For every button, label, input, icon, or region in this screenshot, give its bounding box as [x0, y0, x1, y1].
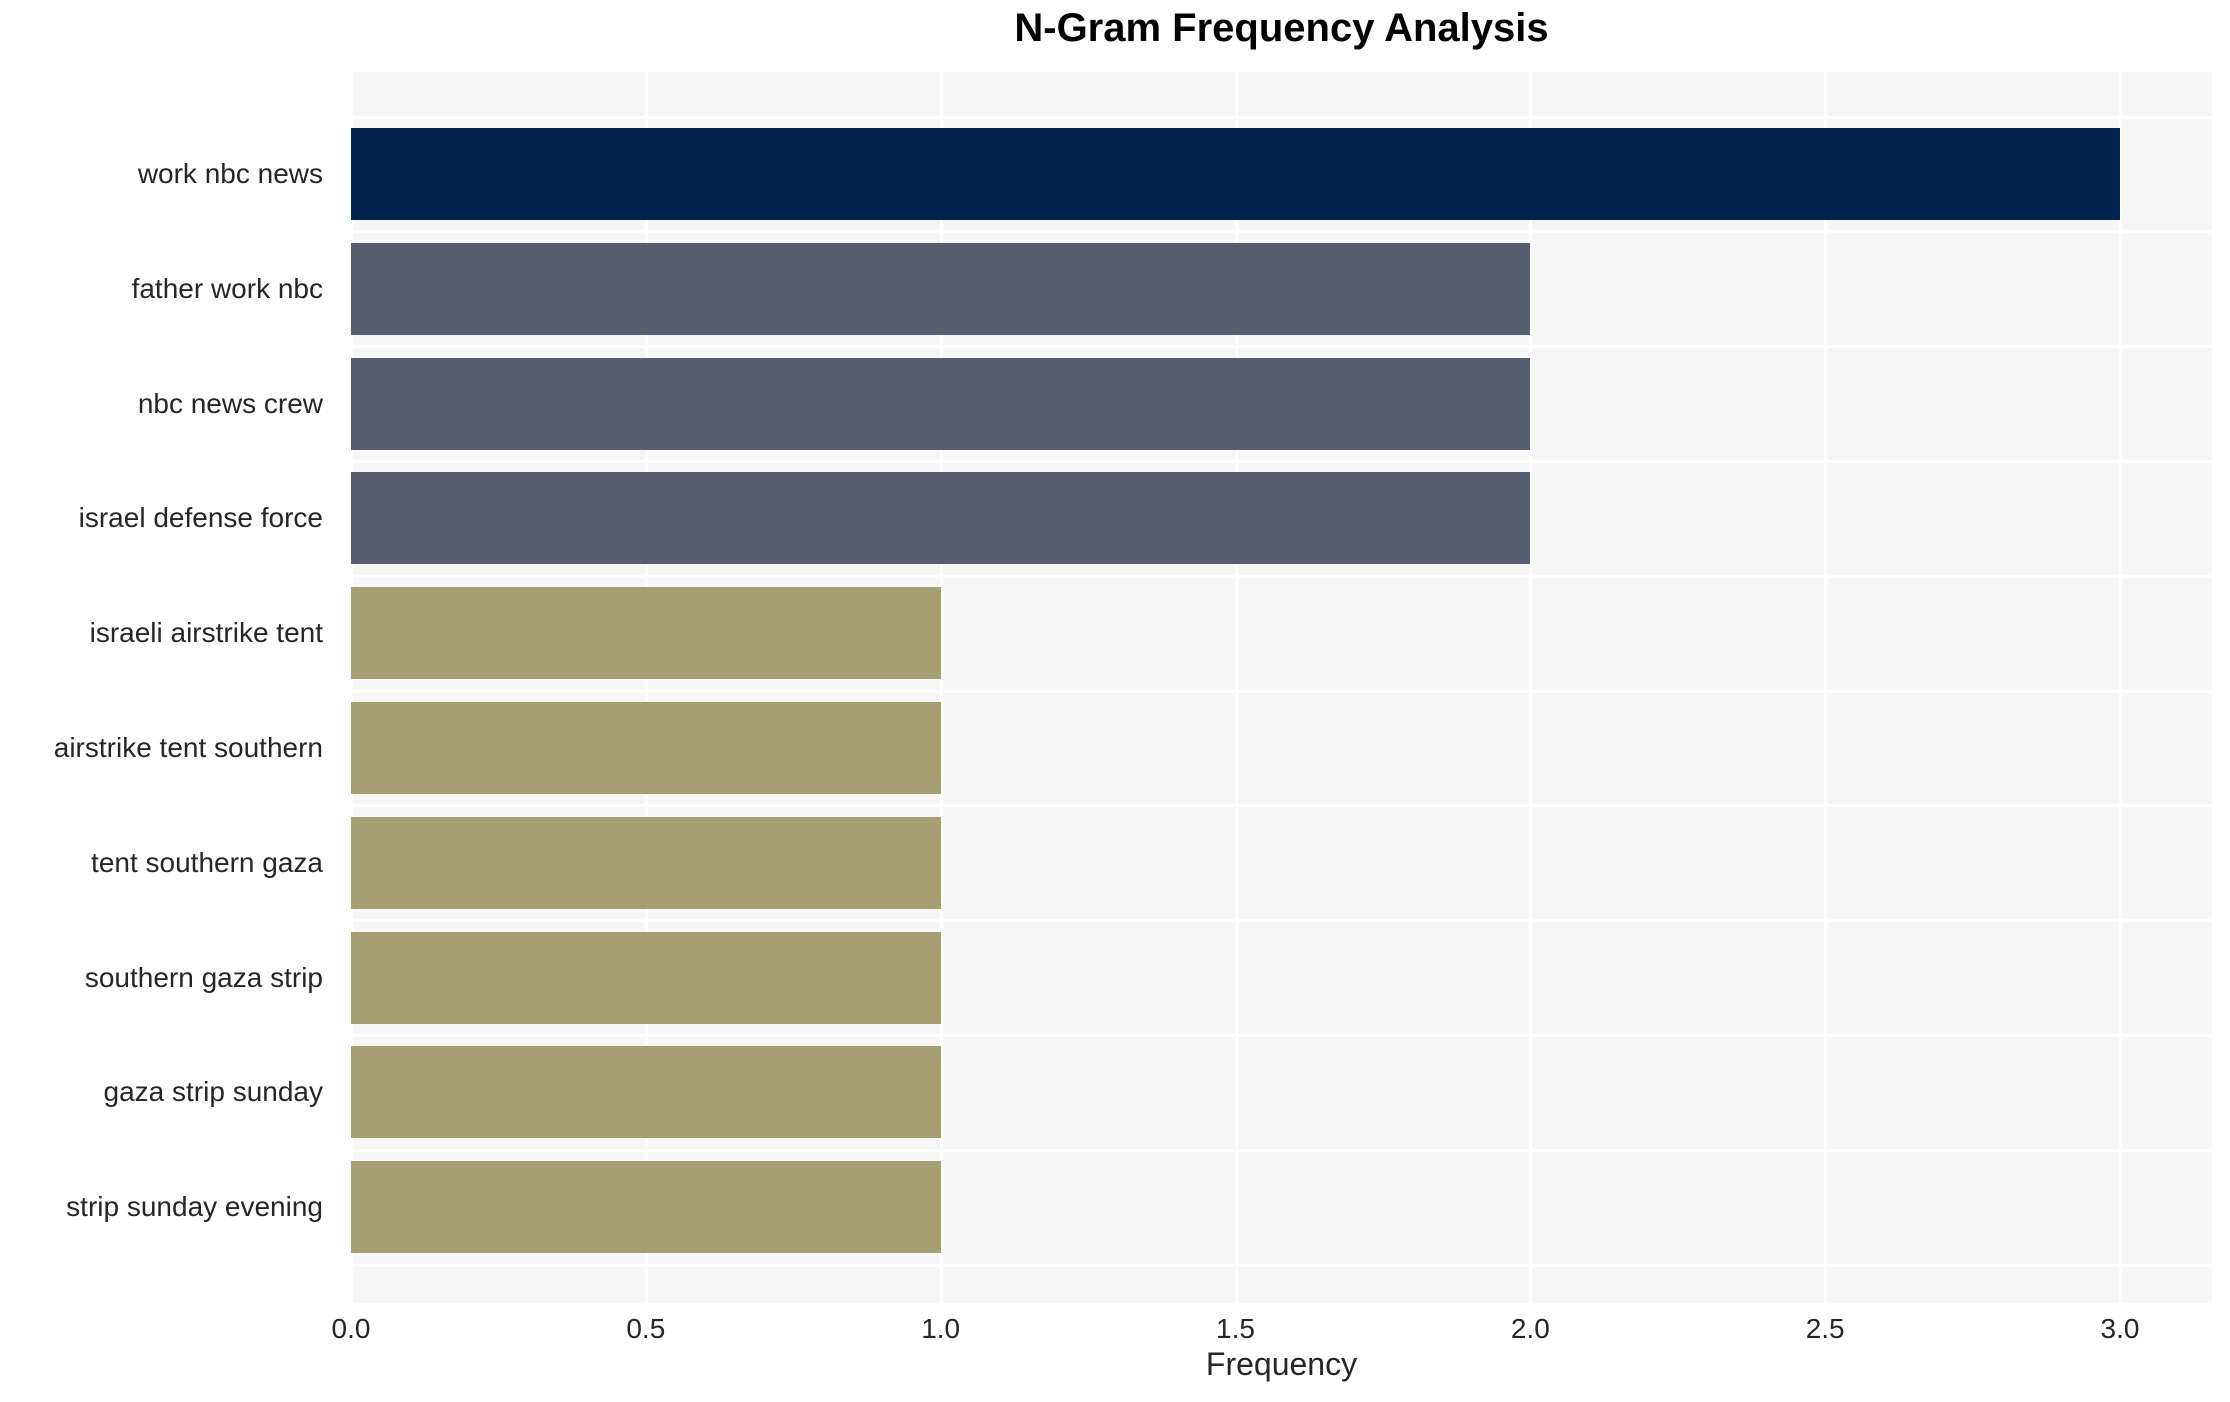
x-tick-label: 0.0	[331, 1313, 371, 1344]
vertical-gridline	[644, 72, 648, 1303]
bar-southern-gaza-strip	[351, 931, 941, 1024]
plot-area	[350, 72, 2212, 1303]
category-label: father work nbc	[131, 272, 323, 304]
vertical-gridline	[2119, 72, 2122, 1303]
x-tick-label: 1.5	[1216, 1313, 1255, 1344]
bar-airstrike-tent-southern	[351, 702, 941, 794]
category-label: israel defense force	[78, 502, 323, 534]
horizontal-gridline	[351, 689, 2212, 693]
category-label: nbc news crew	[137, 387, 323, 419]
x-axis-title: Frequency	[1205, 1346, 1358, 1382]
horizontal-gridline	[351, 115, 2212, 119]
bar-tent-southern-gaza	[351, 816, 941, 909]
vertical-gridline	[350, 72, 353, 1303]
y-axis-category-labels: work nbc news father work nbc nbc news cre…	[0, 72, 337, 1303]
category-label: airstrike tent southern	[53, 732, 323, 763]
bar-nbc-news-crew	[351, 357, 1531, 450]
horizontal-gridline	[351, 1263, 2212, 1267]
x-tick-label: 1.0	[921, 1313, 961, 1344]
vertical-gridline	[1824, 72, 1828, 1303]
bar-israel-defense-force	[351, 472, 1531, 565]
bar-work-nbc-news	[351, 128, 2120, 220]
horizontal-gridline	[351, 804, 2212, 808]
horizontal-gridline	[351, 460, 2212, 463]
horizontal-gridline	[351, 1034, 2212, 1037]
category-label: strip sunday evening	[66, 1191, 323, 1223]
x-tick-label: 3.0	[2100, 1313, 2140, 1344]
horizontal-gridline	[351, 230, 2212, 234]
bar-strip-sunday-evening	[351, 1161, 941, 1254]
category-label: tent southern gaza	[91, 846, 323, 878]
x-axis-tick-labels: 0.0 0.5 1.0 1.5 2.0 2.5 3.0	[332, 1312, 2212, 1352]
vertical-gridline	[1234, 72, 1238, 1303]
chart-title: N-Gram Frequency Analysis	[1014, 6, 1549, 50]
horizontal-gridline	[351, 574, 2212, 578]
bar-father-work-nbc	[351, 242, 1531, 335]
x-tick-label: 2.0	[1510, 1313, 1550, 1344]
category-label: work nbc news	[137, 158, 323, 189]
bar-gaza-strip-sunday	[351, 1046, 941, 1139]
vertical-gridline	[1529, 72, 1533, 1303]
x-tick-label: 0.5	[626, 1313, 666, 1344]
x-tick-label: 2.5	[1805, 1313, 1845, 1344]
category-label: israeli airstrike tent	[89, 617, 323, 649]
vertical-gridline	[939, 72, 943, 1303]
horizontal-gridline	[351, 1148, 2212, 1152]
horizontal-gridline	[351, 919, 2212, 923]
horizontal-gridline	[351, 345, 2212, 349]
category-label: gaza strip sunday	[103, 1076, 323, 1108]
bar-israeli-airstrike-tent	[351, 587, 941, 680]
category-label: southern gaza strip	[84, 961, 323, 993]
